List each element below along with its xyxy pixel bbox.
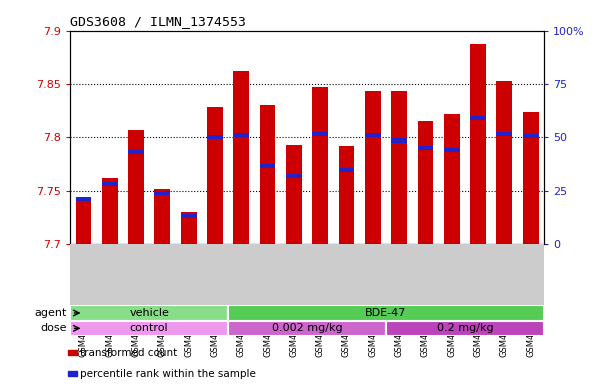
Bar [470,116,486,120]
Text: vehicle: vehicle [130,308,169,318]
Bar [312,132,328,136]
Bar [102,178,117,244]
Bar [155,189,170,244]
Bar [523,134,538,138]
Bar [70,305,228,321]
Text: BDE-47: BDE-47 [365,308,407,318]
Bar [207,135,223,139]
Bar [391,91,407,244]
Bar [365,133,381,137]
Bar [102,182,117,186]
Bar [76,197,91,201]
Bar [228,321,386,336]
Bar [68,350,76,355]
Bar [260,164,276,168]
Text: control: control [130,323,169,333]
Bar [338,168,354,172]
Bar [70,321,228,336]
Bar [286,174,302,178]
Bar [338,146,354,244]
Bar [76,199,91,244]
Text: 0.002 mg/kg: 0.002 mg/kg [272,323,342,333]
Bar [207,108,223,244]
Bar [260,105,276,244]
Text: GDS3608 / ILMN_1374553: GDS3608 / ILMN_1374553 [70,15,246,28]
Bar [417,146,433,150]
Bar [128,150,144,154]
Bar [417,121,433,244]
Text: dose: dose [41,323,67,333]
Bar [181,212,197,244]
Text: agent: agent [35,308,67,318]
Text: percentile rank within the sample: percentile rank within the sample [81,369,256,379]
Bar [128,130,144,244]
Text: transformed count: transformed count [81,348,178,358]
Bar [496,132,512,136]
Bar [470,43,486,244]
Bar [68,371,76,376]
Text: 0.2 mg/kg: 0.2 mg/kg [436,323,493,333]
Bar [228,305,544,321]
Bar [181,214,197,218]
Bar [233,133,249,137]
Bar [496,81,512,244]
Bar [444,148,459,152]
Bar [444,114,459,244]
Bar [391,138,407,142]
Bar [386,321,544,336]
Bar [312,87,328,244]
Bar [365,91,381,244]
Bar [523,112,538,244]
Bar [286,145,302,244]
Bar [233,71,249,244]
Bar [155,190,170,195]
